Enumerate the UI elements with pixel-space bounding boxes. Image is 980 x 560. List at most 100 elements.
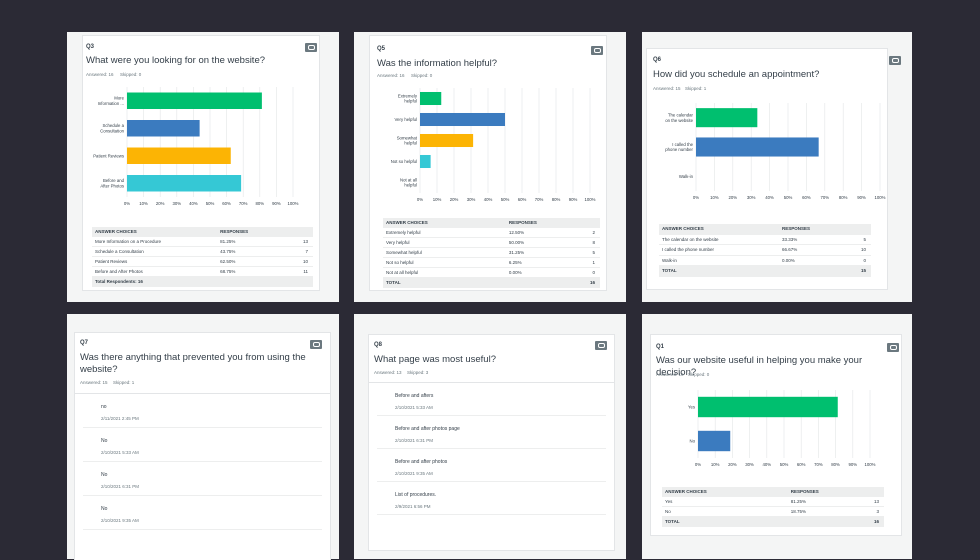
y-category-label: Very helpful: [395, 117, 417, 122]
table-row: Not so helpful 6.25% 1: [383, 258, 600, 268]
x-tick-label: 30%: [172, 201, 181, 206]
y-category-label: phone number: [665, 147, 693, 152]
response-percent: 0.00%: [508, 270, 522, 275]
response-item: no 2/11/2021 2:45 PM: [83, 394, 322, 428]
y-category-label: on the website: [665, 118, 693, 123]
x-tick-label: 90%: [857, 195, 866, 200]
question-number: Q7: [80, 340, 89, 346]
divider: [369, 382, 614, 383]
x-tick-label: 80%: [552, 197, 561, 202]
x-tick-label: 100%: [865, 462, 876, 467]
bar: [696, 108, 758, 128]
answer-choice: Before and After Photos: [95, 269, 143, 274]
responses-table: ANSWER CHOICES RESPONSES More Information …: [92, 227, 313, 287]
x-tick-label: 70%: [814, 462, 823, 467]
table-footer: TOTAL 15: [659, 266, 871, 277]
x-tick-label: 40%: [765, 195, 774, 200]
card-q5: Q5 Was the information helpful? Answered…: [369, 35, 607, 291]
column-responses: RESPONSES: [220, 229, 249, 234]
y-category-label: I called the: [672, 142, 693, 147]
x-tick-label: 20%: [450, 197, 459, 202]
x-tick-label: 40%: [762, 462, 771, 467]
y-category-label: Not at all: [400, 177, 417, 182]
card-q8: Q8 What page was most useful? Answered: …: [368, 334, 615, 551]
question-title: How did you schedule an appointment?: [653, 69, 820, 80]
column-answer-choices: ANSWER CHOICES: [95, 229, 137, 234]
table-row: No 18.75% 3: [662, 507, 884, 517]
answer-choice: Patient Reviews: [95, 259, 128, 264]
question-title-line1: Was there anything that prevented you fr…: [80, 352, 306, 363]
table-row: Extremely helpful 12.50% 2: [383, 228, 600, 238]
column-responses: RESPONSES: [781, 226, 810, 231]
skipped-count: Skipped: 0: [688, 372, 710, 377]
bar-chart: 0% 10% 20% 30% 40% 50% 60% 70% 80% 90% 100% Yes No: [688, 390, 876, 467]
skipped-count: Skipped: 0: [120, 72, 142, 77]
answer-choice: Very helpful: [386, 240, 410, 245]
bar: [127, 175, 242, 192]
x-tick-label: 40%: [484, 197, 493, 202]
answered-count: Answered: 16: [656, 372, 684, 377]
question-number: Q6: [653, 57, 662, 63]
answer-choice: No: [665, 509, 671, 514]
response-text: No: [101, 438, 108, 444]
response-count: 3: [876, 509, 879, 514]
x-tick-label: 0%: [124, 201, 130, 206]
responses-table: ANSWER CHOICES RESPONSES Yes 81.25% 13 No 18.7…: [662, 487, 884, 527]
comment-icon[interactable]: [889, 56, 901, 65]
x-tick-label: 100%: [585, 197, 596, 202]
table-row: Very helpful 50.00% 8: [383, 238, 600, 248]
bar-chart: 0% 10% 20% 30% 40% 50% 60% 70% 80% 90% 100% The cal…: [665, 103, 886, 200]
comment-icon[interactable]: [595, 341, 607, 350]
table-footer: Total Respondents: 16: [92, 277, 313, 287]
table-footer: TOTAL 16: [383, 278, 600, 288]
x-tick-label: 70%: [535, 197, 544, 202]
bar: [420, 133, 474, 148]
response-text: no: [101, 404, 107, 410]
table-row: Schedule a Consultation 43.75% 7: [92, 247, 313, 257]
total-label: Total Respondents: 16: [95, 279, 143, 284]
question-number: Q8: [374, 342, 383, 348]
bar: [420, 154, 431, 169]
comment-icon[interactable]: [305, 43, 317, 52]
x-tick-label: 100%: [288, 201, 299, 206]
comment-icon[interactable]: [887, 343, 899, 352]
y-category-label: Somewhat: [397, 135, 418, 140]
table-row: I called the phone number 66.67% 10: [659, 245, 871, 256]
response-text: Before and after photos: [395, 459, 448, 465]
bar: [127, 120, 200, 137]
x-tick-label: 60%: [518, 197, 527, 202]
answer-choice: More Information on a Procedure: [95, 239, 162, 244]
y-category-label: No: [690, 439, 696, 444]
column-answer-choices: ANSWER CHOICES: [386, 220, 428, 225]
response-item: Before and afters 2/10/2021 5:33 AM: [377, 383, 606, 416]
response-timestamp: 2/10/2021 6:31 PM: [101, 484, 140, 489]
y-category-label: Not so helpful: [391, 159, 417, 164]
x-tick-label: 50%: [780, 462, 789, 467]
column-responses: RESPONSES: [790, 489, 819, 494]
answered-count: Answered: 16: [86, 72, 114, 77]
response-item: List of procedures. 2/9/2021 6:56 PM: [377, 482, 606, 515]
y-category-label: Walk-in: [679, 174, 694, 179]
question-title: What page was most useful?: [374, 354, 496, 365]
response-count: 7: [305, 249, 308, 254]
question-number: Q5: [377, 46, 386, 52]
question-title: Was our website useful in helping you ma…: [656, 355, 863, 378]
response-text: Before and after photos page: [395, 426, 460, 432]
y-category-label: Extremely: [398, 93, 418, 98]
total-count: 15: [860, 268, 866, 273]
response-percent: 0.00%: [781, 257, 795, 263]
response-count: 1: [592, 260, 595, 265]
response-percent: 6.25%: [508, 260, 522, 265]
x-tick-label: 100%: [875, 195, 886, 200]
table-header: ANSWER CHOICES RESPONSES: [659, 224, 871, 235]
comment-icon[interactable]: [591, 46, 603, 55]
y-category-label: Before and: [103, 178, 125, 183]
response-count: 5: [592, 250, 595, 255]
response-percent: 43.75%: [220, 249, 236, 254]
x-tick-label: 40%: [189, 201, 198, 206]
skipped-count: Skipped: 1: [113, 380, 135, 385]
response-count: 0: [863, 257, 866, 263]
comment-icon[interactable]: [310, 340, 322, 349]
answered-count: Answered: 15: [653, 86, 681, 91]
response-item: Before and after photos page 2/10/2021 6:…: [377, 416, 606, 449]
